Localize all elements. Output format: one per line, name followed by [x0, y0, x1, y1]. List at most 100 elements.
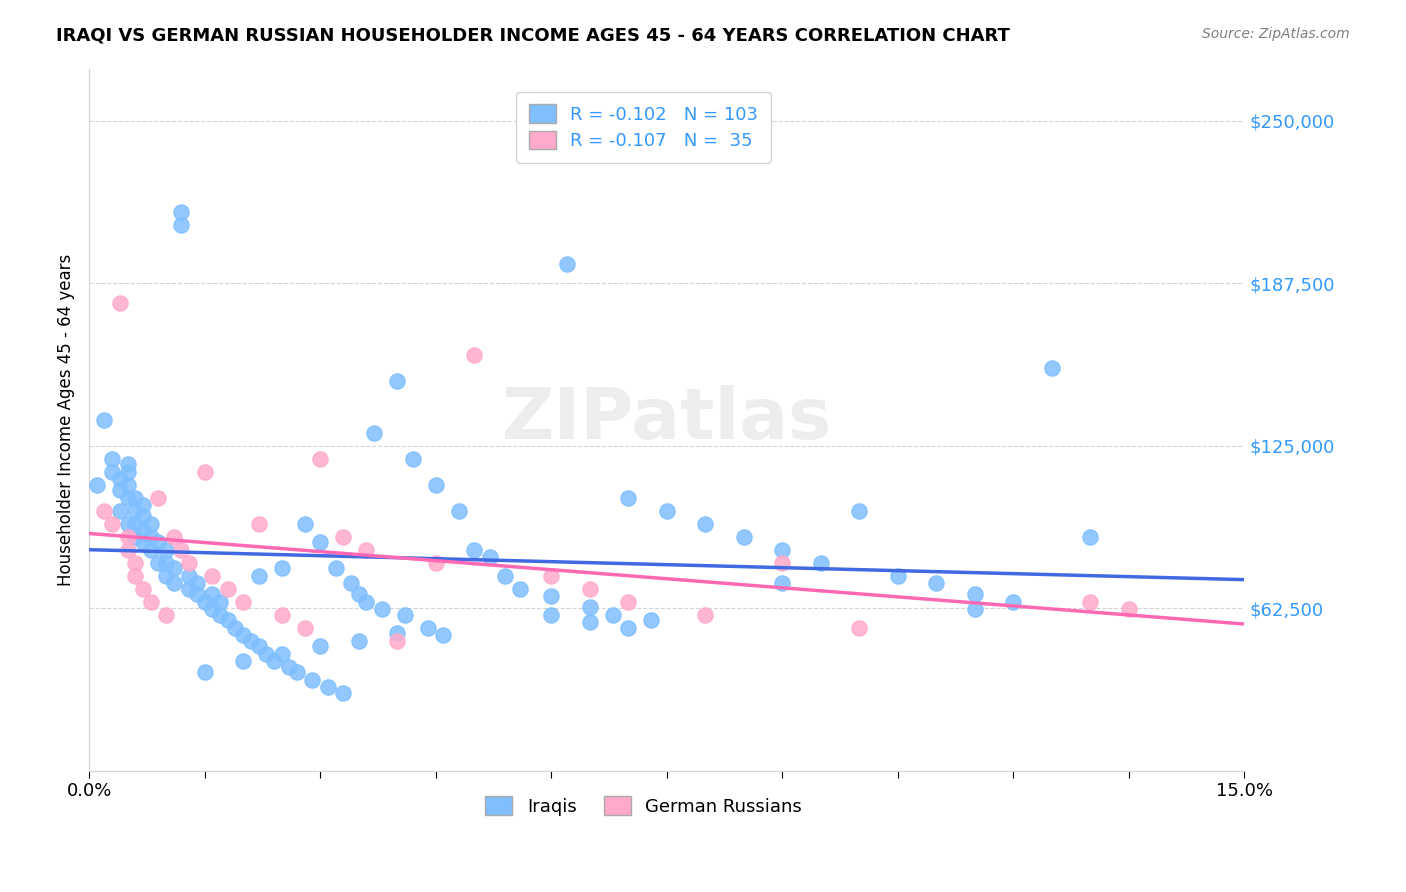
Point: [332, 530, 354, 544]
Point: [208, 594, 231, 608]
Point: [232, 594, 254, 608]
Point: [309, 639, 332, 653]
Point: [117, 542, 139, 557]
Point: [163, 576, 186, 591]
Point: [93, 412, 115, 426]
Point: [617, 621, 640, 635]
Legend: Iraqis, German Russians: Iraqis, German Russians: [477, 788, 811, 825]
Point: [509, 582, 531, 596]
Point: [108, 295, 131, 310]
Point: [555, 256, 578, 270]
Point: [602, 607, 624, 622]
Point: [270, 561, 292, 575]
Point: [108, 483, 131, 497]
Point: [108, 503, 131, 517]
Point: [124, 503, 146, 517]
Point: [132, 508, 155, 523]
Point: [270, 647, 292, 661]
Point: [139, 530, 162, 544]
Point: [108, 472, 131, 486]
Point: [494, 568, 516, 582]
Point: [887, 568, 910, 582]
Point: [1118, 602, 1140, 616]
Point: [294, 621, 316, 635]
Point: [179, 556, 201, 570]
Point: [540, 607, 562, 622]
Point: [463, 542, 485, 557]
Point: [356, 594, 378, 608]
Point: [117, 516, 139, 531]
Point: [93, 503, 115, 517]
Point: [132, 582, 155, 596]
Point: [478, 550, 501, 565]
Point: [247, 516, 270, 531]
Point: [155, 542, 177, 557]
Point: [848, 503, 870, 517]
Point: [148, 556, 170, 570]
Point: [201, 602, 224, 616]
Point: [217, 582, 239, 596]
Y-axis label: Householder Income Ages 45 - 64 years: Householder Income Ages 45 - 64 years: [58, 253, 75, 586]
Point: [155, 568, 177, 582]
Point: [925, 576, 948, 591]
Point: [655, 503, 678, 517]
Point: [294, 516, 316, 531]
Point: [155, 556, 177, 570]
Point: [101, 516, 124, 531]
Point: [124, 556, 146, 570]
Point: [385, 625, 408, 640]
Point: [695, 516, 717, 531]
Point: [385, 374, 408, 388]
Point: [186, 587, 208, 601]
Point: [278, 659, 301, 673]
Point: [578, 615, 600, 630]
Point: [463, 348, 485, 362]
Point: [425, 477, 447, 491]
Point: [1002, 594, 1025, 608]
Point: [217, 613, 239, 627]
Point: [163, 530, 186, 544]
Point: [132, 534, 155, 549]
Point: [309, 451, 332, 466]
Point: [179, 568, 201, 582]
Point: [963, 602, 986, 616]
Point: [179, 582, 201, 596]
Point: [124, 568, 146, 582]
Point: [770, 542, 793, 557]
Point: [578, 599, 600, 614]
Point: [432, 628, 454, 642]
Point: [733, 530, 755, 544]
Point: [247, 639, 270, 653]
Point: [124, 491, 146, 505]
Point: [194, 665, 217, 679]
Point: [263, 655, 285, 669]
Point: [301, 673, 323, 687]
Point: [425, 556, 447, 570]
Text: ZIPatlas: ZIPatlas: [502, 385, 832, 454]
Point: [247, 568, 270, 582]
Point: [617, 491, 640, 505]
Point: [640, 613, 662, 627]
Point: [963, 587, 986, 601]
Point: [356, 542, 378, 557]
Point: [101, 465, 124, 479]
Point: [232, 655, 254, 669]
Point: [1040, 360, 1063, 375]
Point: [371, 602, 394, 616]
Point: [285, 665, 308, 679]
Point: [309, 534, 332, 549]
Point: [695, 607, 717, 622]
Point: [239, 633, 262, 648]
Point: [770, 576, 793, 591]
Point: [254, 647, 277, 661]
Point: [347, 587, 370, 601]
Point: [124, 530, 146, 544]
Point: [385, 633, 408, 648]
Point: [340, 576, 363, 591]
Point: [163, 561, 186, 575]
Point: [416, 621, 439, 635]
Point: [447, 503, 470, 517]
Point: [170, 542, 193, 557]
Point: [117, 465, 139, 479]
Point: [86, 477, 108, 491]
